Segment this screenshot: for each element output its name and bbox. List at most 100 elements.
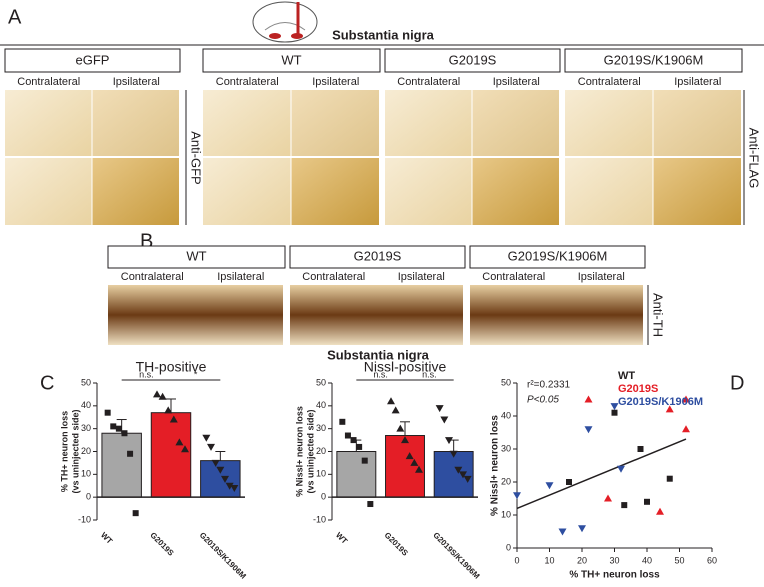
- y-tick-label: 20: [81, 446, 91, 456]
- data-point: [666, 475, 673, 482]
- micrograph: [203, 158, 291, 225]
- x-tick-label: 30: [609, 555, 619, 565]
- column-label: Ipsilateral: [398, 271, 445, 283]
- y-tick-label: 40: [81, 400, 91, 410]
- x-tick-label: WT: [334, 531, 349, 546]
- data-point: [604, 494, 612, 502]
- significance: n.s.: [139, 369, 154, 379]
- column-label: Contralateral: [302, 271, 365, 283]
- column-label: Ipsilateral: [578, 271, 625, 283]
- data-point: [610, 403, 619, 411]
- micrograph: [5, 90, 92, 156]
- micrograph: [653, 90, 741, 156]
- column-label: Ipsilateral: [312, 76, 359, 88]
- micrograph: [385, 90, 472, 156]
- legend-entry: WT: [618, 370, 635, 382]
- data-point: [401, 436, 409, 444]
- column-label: Contralateral: [397, 76, 460, 88]
- bar: [101, 432, 142, 498]
- y-tick-label: 30: [81, 423, 91, 433]
- column-label: Contralateral: [216, 76, 279, 88]
- data-point: [459, 471, 467, 479]
- x-tick-label: 0: [514, 555, 519, 565]
- y-tick-label: 50: [81, 377, 91, 387]
- group-label: G2019S: [354, 248, 402, 263]
- bar: [433, 451, 474, 498]
- micrograph: [5, 158, 92, 225]
- antibody-label: Anti-FLAG: [747, 128, 762, 189]
- y-tick-label: 20: [501, 476, 511, 486]
- micrograph: [653, 158, 741, 225]
- group-box: [469, 245, 646, 269]
- column-label: Contralateral: [17, 76, 80, 88]
- significance: n.s.: [422, 369, 437, 379]
- data-point: [566, 479, 572, 485]
- y-tick-label: 30: [501, 443, 511, 453]
- column-label: Ipsilateral: [113, 76, 160, 88]
- data-point: [356, 443, 363, 450]
- y-axis-label: (vs uninjected side): [70, 409, 80, 493]
- data-point: [361, 457, 368, 464]
- group-label: G2019S/K1906M: [604, 52, 704, 67]
- data-point: [350, 437, 357, 444]
- data-point: [513, 492, 521, 500]
- group-box: [289, 245, 466, 269]
- column-label: Contralateral: [121, 271, 184, 283]
- column-label: Ipsilateral: [217, 271, 264, 283]
- panel-label: A: [8, 6, 22, 28]
- group-box: [107, 245, 286, 269]
- data-point: [104, 409, 111, 416]
- x-tick-label: G2019S: [383, 531, 411, 559]
- y-tick-label: 40: [501, 410, 511, 420]
- x-tick-label: 40: [642, 555, 652, 565]
- x-tick-label: G2019S/K1906M: [198, 531, 248, 581]
- significance: *: [194, 369, 198, 379]
- y-tick-label: 10: [81, 469, 91, 479]
- data-point: [391, 406, 400, 414]
- group-box: [564, 48, 743, 73]
- data-point: [387, 397, 395, 405]
- data-point: [344, 432, 351, 439]
- y-tick-label: 40: [316, 400, 326, 410]
- y-tick-label: 10: [501, 509, 511, 519]
- data-point: [435, 405, 444, 413]
- data-point: [396, 424, 405, 432]
- x-tick-label: WT: [99, 531, 114, 546]
- data-point: [211, 459, 220, 467]
- data-point: [578, 525, 586, 533]
- y-axis-label: % TH+ neuron loss: [59, 411, 69, 492]
- data-point: [127, 450, 134, 457]
- data-point: [153, 390, 161, 398]
- significance: n.s.: [373, 369, 388, 379]
- chart-title: TH-positive: [136, 359, 207, 375]
- data-point: [202, 434, 211, 442]
- data-point: [164, 406, 173, 414]
- y-axis-label: % Nissl+ neuron loss: [490, 415, 501, 516]
- micrograph: [291, 158, 379, 225]
- micrograph: [472, 158, 559, 225]
- data-point: [121, 430, 128, 437]
- data-point: [637, 446, 644, 452]
- micrograph: [385, 158, 472, 225]
- data-point: [440, 416, 449, 424]
- legend-entry: G2019S/K1906M: [618, 396, 703, 408]
- group-label: G2019S: [449, 52, 497, 67]
- y-tick-label: -10: [313, 514, 326, 524]
- y-tick-label: -10: [78, 514, 91, 524]
- group-label: WT: [281, 52, 301, 67]
- data-point: [207, 443, 215, 451]
- data-point: [221, 475, 229, 483]
- group-box: [384, 48, 561, 73]
- micrograph: [92, 158, 179, 225]
- group-box: [202, 48, 381, 73]
- data-point: [449, 450, 458, 458]
- bar: [150, 412, 192, 498]
- data-point: [545, 482, 554, 490]
- data-point: [230, 485, 239, 493]
- data-point: [644, 498, 650, 505]
- data-point: [216, 466, 225, 474]
- legend-entry: G2019S: [618, 383, 658, 395]
- y-tick-label: 10: [316, 469, 326, 479]
- y-tick-label: 0: [86, 492, 91, 502]
- x-tick-label: 10: [544, 555, 554, 565]
